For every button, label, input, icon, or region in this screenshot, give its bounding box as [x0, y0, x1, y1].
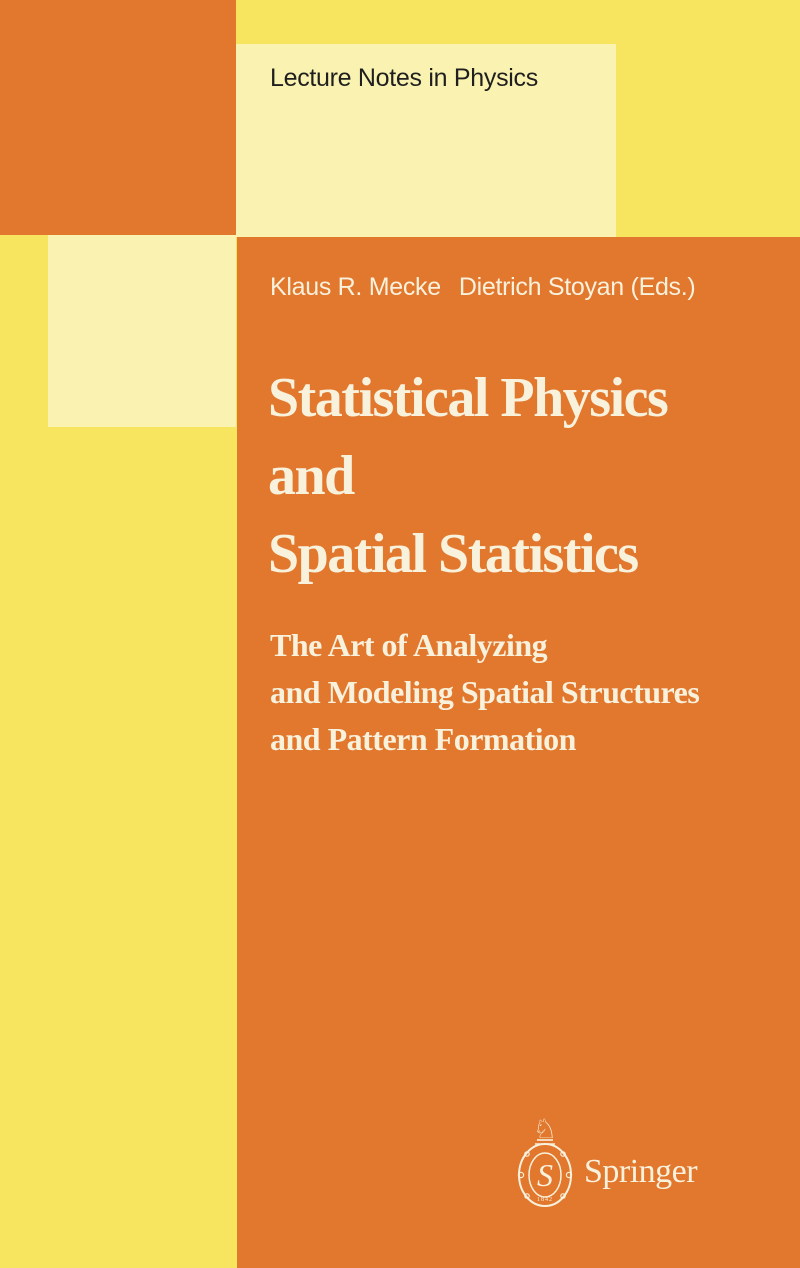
series-banner: Lecture Notes in Physics: [236, 44, 616, 237]
series-title: Lecture Notes in Physics: [270, 64, 538, 92]
subtitle-line: and Pattern Formation: [270, 721, 576, 757]
cover-main-panel: Klaus R. Mecke Dietrich Stoyan (Eds.) St…: [237, 237, 800, 1268]
title-line: and: [268, 445, 355, 507]
book-title: Statistical Physics and Spatial Statisti…: [268, 359, 669, 593]
springer-emblem-icon: ♘ S 1842: [516, 1113, 574, 1211]
pale-yellow-square: [48, 235, 236, 427]
publisher-logotype: Springer: [584, 1153, 698, 1190]
editors-line: Klaus R. Mecke Dietrich Stoyan (Eds.): [270, 273, 696, 302]
editor-name: Dietrich Stoyan (Eds.): [458, 273, 696, 301]
editor-name: Klaus R. Mecke: [270, 273, 441, 301]
orange-corner-block: [0, 0, 236, 235]
knight-icon: ♘: [533, 1114, 557, 1145]
title-line: Spatial Statistics: [268, 523, 639, 585]
emblem-year: 1842: [537, 1197, 553, 1203]
emblem-monogram: S: [537, 1157, 553, 1193]
book-subtitle: The Art of Analyzing and Modeling Spatia…: [270, 622, 700, 763]
subtitle-line: The Art of Analyzing: [270, 627, 548, 663]
title-line: Statistical Physics: [268, 367, 669, 429]
subtitle-line: and Modeling Spatial Structures: [270, 674, 700, 710]
